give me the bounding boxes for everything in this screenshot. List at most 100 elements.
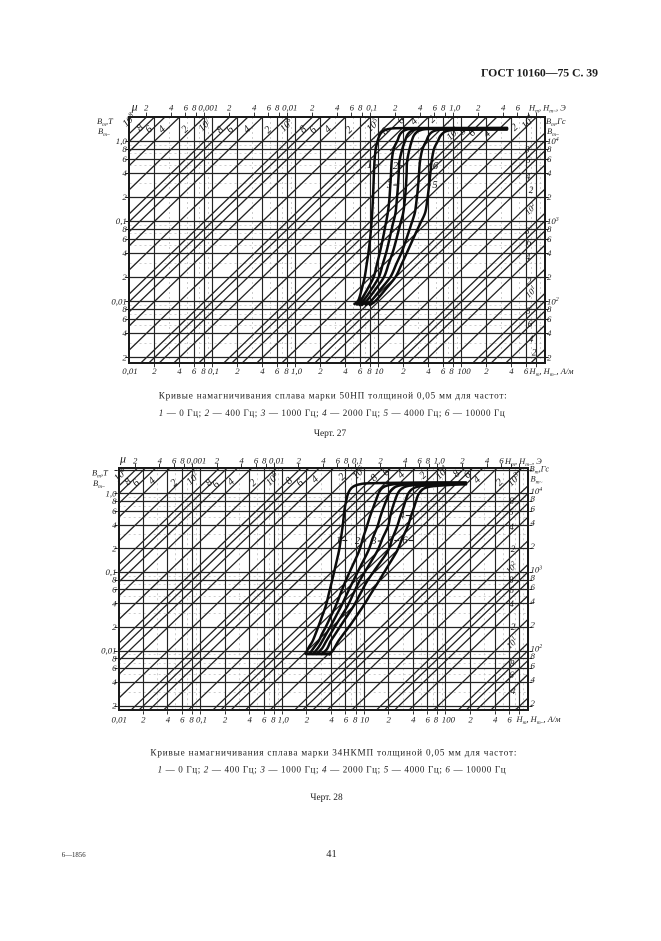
svg-text:6: 6 bbox=[433, 161, 439, 172]
svg-text:2: 2 bbox=[122, 352, 127, 362]
svg-text:6: 6 bbox=[336, 456, 341, 466]
svg-text:0,01: 0,01 bbox=[282, 103, 297, 113]
svg-text:0,01: 0,01 bbox=[269, 456, 284, 466]
svg-text:104: 104 bbox=[531, 486, 543, 496]
svg-text:8: 8 bbox=[369, 472, 381, 484]
svg-text:4: 4 bbox=[147, 475, 159, 487]
svg-text:8: 8 bbox=[547, 144, 552, 154]
svg-text:6: 6 bbox=[528, 319, 533, 329]
svg-text:8: 8 bbox=[380, 125, 392, 137]
svg-text:2: 2 bbox=[484, 366, 489, 376]
svg-text:8: 8 bbox=[123, 476, 135, 488]
svg-text:2: 2 bbox=[509, 121, 521, 133]
svg-text:102: 102 bbox=[547, 296, 559, 306]
svg-text:8: 8 bbox=[275, 103, 280, 113]
svg-text:6: 6 bbox=[547, 154, 552, 164]
svg-text:0,1: 0,1 bbox=[196, 715, 207, 725]
svg-text:4: 4 bbox=[112, 598, 117, 608]
svg-text:Кривые намагничивания сплава м: Кривые намагничивания сплава марки 50НП … bbox=[159, 391, 507, 401]
svg-text:6: 6 bbox=[547, 314, 552, 324]
svg-text:6: 6 bbox=[267, 103, 272, 113]
svg-text:4: 4 bbox=[321, 456, 326, 466]
svg-text:0,1: 0,1 bbox=[208, 366, 219, 376]
svg-text:4: 4 bbox=[529, 334, 534, 344]
svg-text:6: 6 bbox=[344, 715, 349, 725]
svg-text:8: 8 bbox=[112, 653, 117, 663]
svg-text:8: 8 bbox=[547, 304, 552, 314]
svg-text:8: 8 bbox=[358, 103, 363, 113]
svg-text:4: 4 bbox=[122, 328, 127, 338]
svg-text:4: 4 bbox=[390, 145, 395, 156]
svg-text:0,001: 0,001 bbox=[186, 456, 206, 466]
svg-text:2: 2 bbox=[141, 715, 146, 725]
svg-text:4: 4 bbox=[166, 715, 171, 725]
svg-text:0,001: 0,001 bbox=[198, 103, 218, 113]
svg-text:2: 2 bbox=[227, 103, 232, 113]
svg-text:6: 6 bbox=[184, 103, 189, 113]
svg-text:0,1: 0,1 bbox=[366, 103, 377, 113]
svg-text:4: 4 bbox=[509, 599, 514, 609]
svg-text:2: 2 bbox=[263, 124, 275, 136]
svg-text:1,0: 1,0 bbox=[106, 489, 118, 499]
svg-text:6: 6 bbox=[275, 366, 280, 376]
svg-text:100: 100 bbox=[457, 366, 471, 376]
svg-text:4: 4 bbox=[112, 677, 117, 687]
svg-text:6: 6 bbox=[531, 582, 536, 592]
svg-text:2: 2 bbox=[180, 123, 192, 135]
svg-text:2: 2 bbox=[547, 192, 552, 202]
svg-text:2: 2 bbox=[122, 272, 127, 282]
svg-text:4: 4 bbox=[226, 476, 238, 488]
svg-text:6: 6 bbox=[112, 663, 117, 673]
svg-text:4: 4 bbox=[493, 715, 498, 725]
svg-text:4: 4 bbox=[547, 248, 552, 258]
svg-text:6: 6 bbox=[524, 366, 529, 376]
svg-text:2: 2 bbox=[460, 456, 465, 466]
svg-text:0,1: 0,1 bbox=[116, 216, 127, 226]
svg-text:6: 6 bbox=[531, 661, 536, 671]
svg-text:1,0: 1,0 bbox=[449, 103, 461, 113]
svg-text:2: 2 bbox=[297, 456, 302, 466]
svg-text:4: 4 bbox=[260, 366, 265, 376]
svg-text:2: 2 bbox=[511, 622, 516, 632]
svg-text:2: 2 bbox=[547, 272, 552, 282]
svg-text:8: 8 bbox=[509, 496, 514, 506]
svg-text:8: 8 bbox=[284, 366, 289, 376]
svg-text:2: 2 bbox=[144, 103, 149, 113]
svg-text:1,0: 1,0 bbox=[434, 456, 446, 466]
svg-text:4: 4 bbox=[547, 168, 552, 178]
svg-text:8: 8 bbox=[510, 659, 515, 669]
svg-text:2: 2 bbox=[401, 366, 406, 376]
svg-text:2: 2 bbox=[310, 103, 315, 113]
svg-text:4: 4 bbox=[403, 456, 408, 466]
svg-text:0,1: 0,1 bbox=[352, 456, 363, 466]
svg-text:8: 8 bbox=[215, 124, 227, 136]
svg-text:2: 2 bbox=[393, 103, 398, 113]
svg-text:6: 6 bbox=[509, 507, 514, 517]
svg-text:2: 2 bbox=[387, 715, 392, 725]
svg-text:2: 2 bbox=[223, 715, 228, 725]
svg-text:4: 4 bbox=[252, 103, 257, 113]
svg-text:6: 6 bbox=[225, 123, 237, 135]
svg-text:2: 2 bbox=[133, 456, 138, 466]
svg-text:2: 2 bbox=[378, 456, 383, 466]
svg-text:2: 2 bbox=[511, 544, 516, 554]
svg-text:2: 2 bbox=[494, 476, 506, 488]
svg-text:Bm,Т: Bm,Т bbox=[97, 117, 114, 128]
svg-text:Hm, Hm~, А/м: Hm, Hm~, А/м bbox=[529, 367, 575, 378]
svg-text:4: 4 bbox=[112, 520, 117, 530]
svg-text:2: 2 bbox=[531, 698, 536, 708]
svg-text:6: 6 bbox=[507, 715, 512, 725]
svg-text:8: 8 bbox=[525, 226, 530, 236]
svg-text:8: 8 bbox=[262, 456, 267, 466]
svg-text:6: 6 bbox=[402, 536, 408, 547]
svg-text:6: 6 bbox=[441, 366, 446, 376]
svg-text:2: 2 bbox=[112, 543, 117, 553]
svg-text:8: 8 bbox=[189, 715, 194, 725]
svg-text:0,01: 0,01 bbox=[101, 646, 116, 656]
svg-text:6: 6 bbox=[426, 715, 431, 725]
svg-text:0,01: 0,01 bbox=[111, 715, 126, 725]
svg-text:1: 1 bbox=[336, 536, 341, 547]
svg-text:1,0: 1,0 bbox=[278, 715, 290, 725]
svg-text:2: 2 bbox=[531, 541, 536, 551]
svg-text:2: 2 bbox=[529, 185, 534, 195]
